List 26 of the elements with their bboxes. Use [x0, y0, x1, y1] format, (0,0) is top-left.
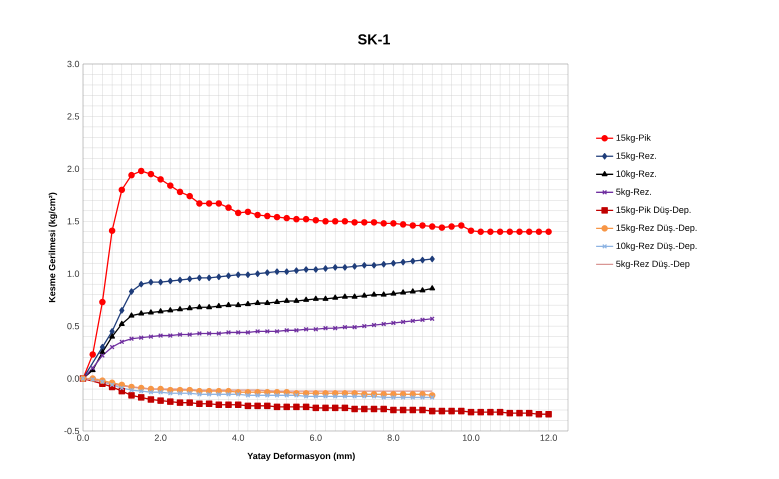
y-tick-label: 0.0: [67, 375, 80, 382]
y-tick-label: -0.5: [64, 428, 80, 434]
legend-label: 15kg-Rez.: [616, 152, 656, 161]
x-tick-label: 0.0: [77, 434, 89, 441]
legend-label: 15kg-Pik: [616, 134, 651, 143]
x-tick-label: 8.0: [388, 434, 400, 441]
legend-label: 15kg-Rez Düş.-Dep.: [616, 224, 697, 233]
x-tick-label: 2.0: [154, 434, 167, 441]
legend-label: 10kg-Rez.: [616, 170, 656, 179]
x-tick-label: 6.0: [310, 434, 322, 441]
y-axis-title: Kesme Gerilmesi (kg/cm²): [48, 192, 58, 302]
x-tick-label: 12.0: [540, 434, 558, 441]
chart-title: SK-1: [358, 34, 390, 44]
legend-label: 5kg-Rez.: [616, 188, 652, 197]
y-tick-label: 1.0: [68, 270, 80, 277]
y-tick-label: 2.5: [67, 113, 80, 120]
y-tick-label: 2.0: [67, 166, 80, 172]
x-axis-title: Yatay Deformasyon (mm): [247, 452, 355, 461]
y-tick-label: 3.0: [67, 60, 80, 68]
legend-label: 10kg-Rez Düş.-Dep.: [616, 242, 697, 251]
x-tick-label: 10.0: [462, 434, 480, 441]
x-tick-label: 4.0: [232, 434, 244, 441]
y-tick-label: 0.5: [67, 322, 80, 330]
legend-label: 5kg-Rez Düş.-Dep: [616, 260, 690, 269]
legend-label: 15kg-Pik Düş-Dep.: [616, 206, 691, 215]
y-tick-label: 1.5: [68, 218, 80, 224]
